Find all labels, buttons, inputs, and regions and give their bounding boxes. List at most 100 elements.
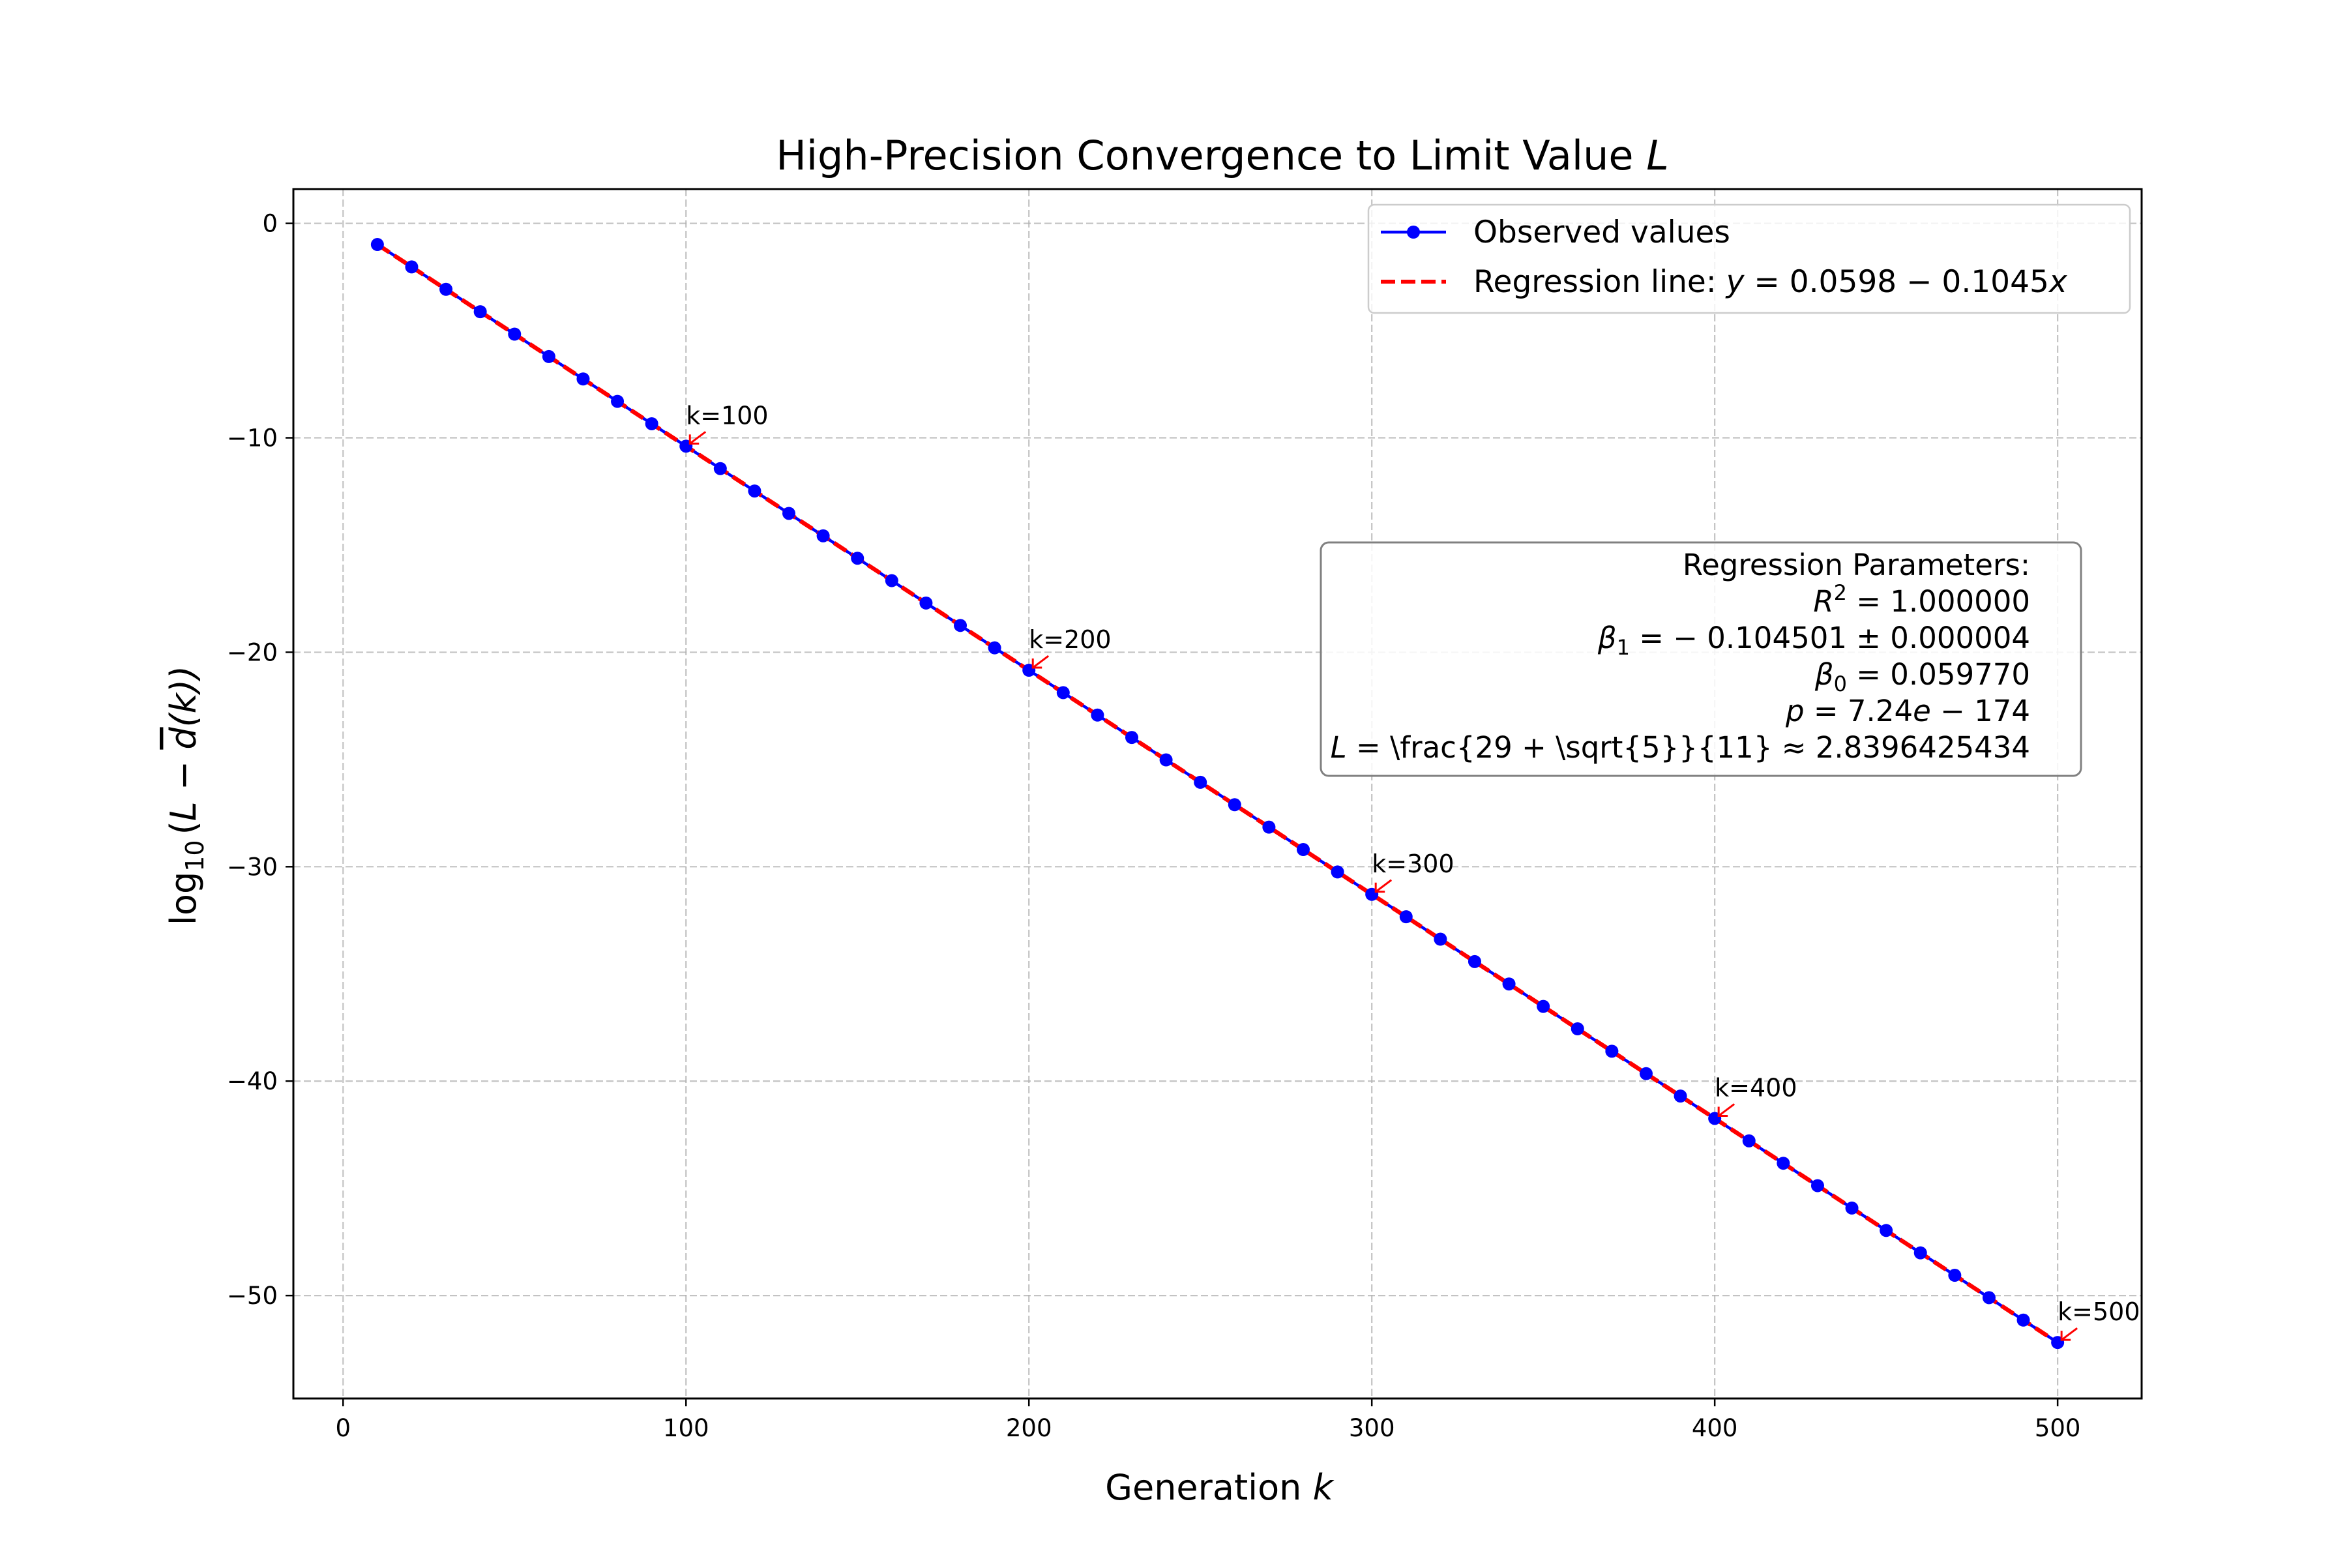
observed-point — [1639, 1067, 1653, 1080]
annotation-arrowhead — [688, 434, 700, 445]
y-tick-label: 0 — [262, 210, 278, 238]
observed-point — [405, 260, 419, 274]
chart-title: High-Precision Convergence to Limit Valu… — [776, 132, 1669, 179]
annotation-label: k=300 — [1372, 850, 1454, 878]
stats-beta1-val: = − 0.104501 ± 0.000004 — [1630, 621, 2030, 655]
y-axis-title-args: (k)) — [163, 666, 204, 727]
x-tick-label: 100 — [663, 1414, 709, 1442]
stats-limit-sym: L — [1331, 730, 1347, 765]
observed-point — [1674, 1089, 1687, 1103]
x-axis-title: Generation k — [1105, 1467, 1335, 1508]
stats-r2-val: = 1.000000 — [1847, 584, 2030, 619]
annotation-layer: k=100 k=200 k=300 k=400 k=500 — [686, 401, 2140, 1341]
annotation-label: k=100 — [686, 401, 768, 430]
y-tick-label: −30 — [227, 853, 278, 881]
observed-point — [713, 462, 727, 475]
observed-point — [1571, 1022, 1584, 1035]
observed-point — [1091, 708, 1104, 722]
observed-point — [954, 619, 967, 632]
observed-point — [1605, 1044, 1619, 1058]
legend-regression-prefix: Regression line: — [1473, 264, 1726, 300]
annotation-label: k=400 — [1715, 1073, 1797, 1102]
observed-point — [919, 596, 933, 610]
stats-box-frame — [1320, 541, 2082, 777]
legend-regression-label: Regression line: y = 0.0598 − 0.1045x — [1473, 264, 2068, 300]
stats-p-rest: − 174 — [1931, 694, 2030, 728]
annotation-arrow — [1718, 1103, 1735, 1117]
observed-point — [988, 641, 1001, 655]
x-tick-label: 300 — [1349, 1414, 1395, 1442]
annotation-arrow — [2061, 1327, 2078, 1341]
observed-point — [1262, 820, 1276, 834]
observed-point — [1913, 1246, 1927, 1260]
regression-line — [376, 243, 2059, 1344]
legend-regression-x: x — [2048, 264, 2068, 300]
observed-point — [782, 507, 796, 520]
observed-point — [439, 282, 453, 296]
observed-markers — [370, 238, 2065, 1350]
observed-point — [1331, 865, 1344, 879]
stats-beta0: β0 = 0.059770 — [1814, 657, 2030, 696]
stats-limit-val: = \frac{29 + \sqrt{5}}{11} ≈ 2.839642543… — [1347, 730, 2030, 765]
observed-point — [1468, 954, 1481, 968]
y-axis-title-log: log — [163, 872, 204, 925]
observed-point — [851, 552, 864, 565]
stats-beta0-sub: 0 — [1834, 672, 1847, 696]
observed-point — [370, 238, 384, 252]
observed-point — [508, 327, 522, 341]
observed-point — [1125, 731, 1139, 745]
annotation-label: k=500 — [2058, 1297, 2140, 1326]
annotation-arrow — [689, 431, 707, 445]
svg-text:log10(L − d(k)): log10 (L − d(k)) — [163, 666, 209, 925]
observed-point — [1194, 775, 1207, 789]
annotation-arrowhead — [1374, 882, 1385, 893]
stats-beta1-sym: β — [1597, 621, 1617, 655]
observed-point — [473, 305, 487, 319]
observed-point — [1810, 1179, 1824, 1192]
legend-observed-label: Observed values — [1473, 214, 1730, 250]
observed-point — [748, 484, 761, 498]
stats-beta1: β1 = − 0.104501 ± 0.000004 — [1597, 621, 2030, 660]
observed-point — [1982, 1291, 1996, 1305]
stats-beta0-val: = 0.059770 — [1847, 657, 2030, 692]
y-tick-label: −40 — [227, 1067, 278, 1095]
y-axis-title-open: ( — [163, 821, 204, 835]
observed-point — [1777, 1157, 1790, 1170]
y-axis-title-d: d — [163, 727, 204, 750]
stats-p: p = 7.24e − 174 — [1785, 694, 2030, 728]
x-tick-label: 500 — [2035, 1414, 2081, 1442]
y-tick-label: −10 — [227, 424, 278, 452]
observed-point — [542, 349, 555, 363]
legend-observed-marker — [1407, 226, 1420, 239]
observed-point — [816, 529, 830, 542]
annotation-arrow — [1375, 879, 1393, 893]
observed-point — [1159, 753, 1173, 767]
stats-r2-sym: R — [1813, 584, 1833, 619]
stats-beta0-sym: β — [1814, 657, 1834, 692]
y-axis-title-minus: − — [163, 750, 204, 802]
annotation-arrowhead — [1031, 658, 1042, 669]
regression-layer — [376, 243, 2059, 1344]
stats-heading: Regression Parameters: — [1683, 548, 2030, 582]
stats-limit: L = \frac{29 + \sqrt{5}}{11} ≈ 2.8396425… — [1331, 730, 2030, 765]
legend: Observed values Regression line: y = 0.0… — [1367, 203, 2131, 314]
plot-frame — [292, 188, 2143, 1400]
annotation-label: k=200 — [1029, 625, 1111, 654]
observed-point — [1056, 686, 1070, 700]
legend-regression-y: y — [1725, 264, 1745, 300]
y-axis-ticks: 0 −10 −20 −30 −40 −50 — [227, 210, 293, 1310]
x-axis-title-main: Generation — [1105, 1467, 1312, 1508]
stats-beta1-sub: 1 — [1617, 635, 1630, 660]
observed-point — [1880, 1224, 1893, 1237]
annotation-arrow — [1032, 655, 1050, 669]
stats-p-e: e — [1913, 694, 1931, 728]
chart-title-var: L — [1646, 132, 1669, 179]
observed-point — [576, 372, 590, 386]
observed-point — [1296, 843, 1310, 857]
x-tick-label: 200 — [1006, 1414, 1052, 1442]
observed-point — [1537, 999, 1550, 1013]
stats-r2: R2 = 1.000000 — [1813, 580, 2030, 619]
stats-box: Regression Parameters: R2 = 1.000000 β1 … — [1320, 541, 2082, 777]
stats-p-sym: p — [1785, 694, 1805, 728]
